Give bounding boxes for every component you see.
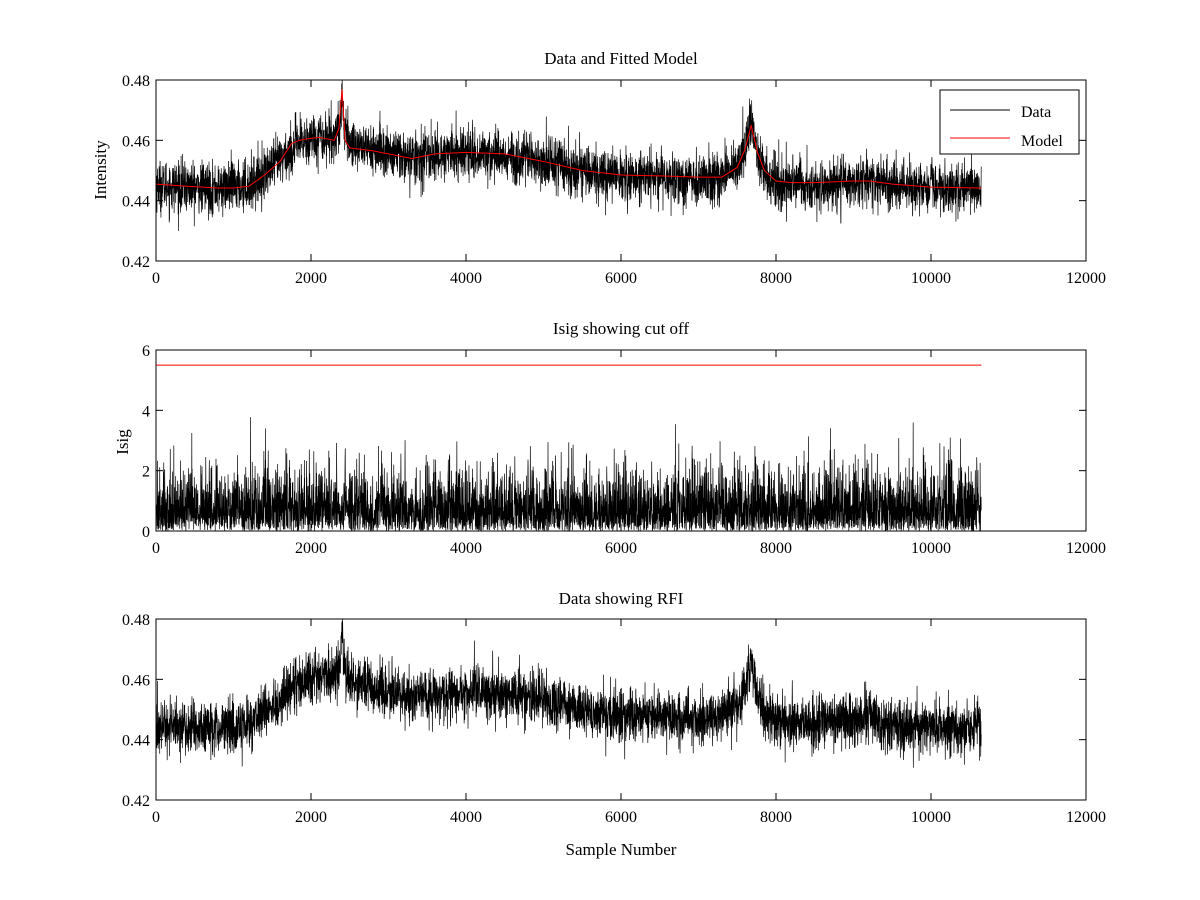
x-tick-label: 10000 — [911, 809, 951, 826]
series-data-line — [155, 417, 982, 533]
series-data-line — [155, 618, 982, 768]
panel-2-plot: 0 2000 4000 6000 8000 10000 12000 0 2 4 6 — [142, 343, 1106, 557]
x-tick-label: 8000 — [760, 270, 792, 287]
y-tick-label: 0.42 — [122, 254, 150, 271]
x-tick-label: 2000 — [295, 809, 327, 826]
x-tick-label: 6000 — [605, 809, 637, 826]
y-tick-label: 0.44 — [122, 733, 150, 750]
panel-3-xlabel: Sample Number — [566, 840, 677, 859]
y-tick-label: 0.46 — [122, 672, 150, 689]
panel-2-title: Isig showing cut off — [553, 319, 689, 338]
y-tick-label: 0.44 — [122, 194, 150, 211]
x-tick-label: 10000 — [911, 540, 951, 557]
y-tick-label: 6 — [142, 343, 150, 360]
y-tick-label: 0 — [142, 524, 150, 541]
y-tick-label: 0.48 — [122, 73, 150, 90]
x-tick-label: 6000 — [605, 270, 637, 287]
x-tick-label: 12000 — [1066, 809, 1106, 826]
x-tick-label: 10000 — [911, 270, 951, 287]
x-tick-label: 2000 — [295, 270, 327, 287]
panel-rfi: Data showing RFI Sample Number 0 2000 4000… — [122, 589, 1106, 859]
x-tick-label: 12000 — [1066, 540, 1106, 557]
panel-3-title: Data showing RFI — [559, 589, 684, 608]
panel-1-ylabel: Intensity — [91, 140, 110, 200]
panel-1-legend: Data Model — [939, 89, 1080, 155]
x-tick-label: 0 — [152, 809, 160, 826]
legend-model-label: Model — [1021, 133, 1063, 150]
x-tick-label: 8000 — [760, 809, 792, 826]
legend-data-label: Data — [1021, 104, 1051, 121]
panel-2-ylabel: Isig — [113, 429, 132, 455]
x-tick-label: 0 — [152, 270, 160, 287]
x-tick-label: 4000 — [450, 540, 482, 557]
x-tick-label: 12000 — [1066, 270, 1106, 287]
x-tick-label: 8000 — [760, 540, 792, 557]
y-tick-label: 0.42 — [122, 793, 150, 810]
y-tick-label: 0.48 — [122, 612, 150, 629]
y-tick-label: 2 — [142, 464, 150, 481]
legend-box — [939, 89, 1080, 155]
panel-data-and-model: Data and Fitted Model Intensity 0 2000 400… — [91, 49, 1106, 287]
x-tick-label: 6000 — [605, 540, 637, 557]
panel-1-plot: 0 2000 4000 6000 8000 10000 12000 0.42 0.44 0.46 0… — [122, 73, 1106, 287]
y-tick-label: 0.46 — [122, 133, 150, 150]
x-tick-label: 4000 — [450, 809, 482, 826]
series-data-line — [155, 79, 982, 232]
y-tick-label: 4 — [142, 403, 150, 420]
panel-isig: Isig showing cut off Isig 0 2000 4000 6000 8… — [113, 319, 1106, 557]
x-tick-label: 4000 — [450, 270, 482, 287]
panel-3-plot: 0 2000 4000 6000 8000 10000 12000 0.42 0.44 0.46 0… — [122, 612, 1106, 826]
x-tick-label: 0 — [152, 540, 160, 557]
x-tick-label: 2000 — [295, 540, 327, 557]
panel-1-title: Data and Fitted Model — [544, 49, 698, 68]
series-model-line — [155, 89, 982, 189]
